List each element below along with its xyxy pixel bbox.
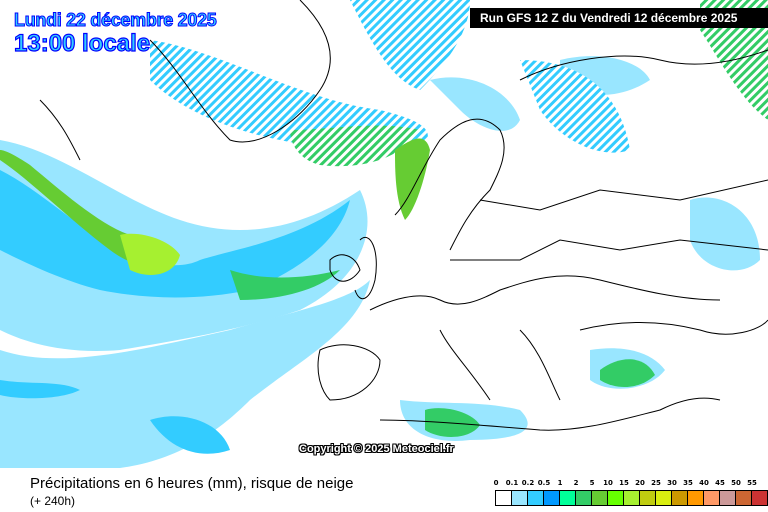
scale-label: 20 [635,479,645,487]
scale-swatch [512,491,528,505]
legend-title: Précipitations en 6 heures (mm), risque … [30,475,354,492]
scale-label: 55 [747,479,757,487]
legend-footer: Précipitations en 6 heures (mm), risque … [0,468,768,512]
scale-label: 1 [557,479,563,487]
scale-label: 0.5 [537,479,551,487]
scale-swatch [672,491,688,505]
scale-swatch [752,491,767,505]
scale-label: 35 [683,479,693,487]
scale-swatch [576,491,592,505]
scale-swatch [528,491,544,505]
scale-label: 0.1 [505,479,519,487]
scale-label: 40 [699,479,709,487]
scale-swatch [624,491,640,505]
scale-swatch [496,491,512,505]
scale-label: 45 [715,479,725,487]
model-run-banner: Run GFS 12 Z du Vendredi 12 décembre 202… [470,8,768,28]
scale-swatch [560,491,576,505]
copyright: Copyright © 2025 Meteociel.fr [299,443,454,455]
precip-heavy [0,138,655,437]
scale-swatch [608,491,624,505]
scale-label: 15 [619,479,629,487]
scale-swatch [592,491,608,505]
scale-swatch [656,491,672,505]
forecast-date: Lundi 22 décembre 2025 [14,10,218,31]
scale-swatch [720,491,736,505]
precipitation-map [0,0,768,468]
scale-label: 0 [493,479,499,487]
coastlines-borders [39,0,768,431]
color-scale [495,490,768,506]
scale-swatch [688,491,704,505]
scale-label: 2 [573,479,579,487]
scale-label: 10 [603,479,613,487]
precip-moderate [0,170,350,454]
scale-swatch [544,491,560,505]
scale-label: 5 [589,479,595,487]
color-scale-labels: 0 0.1 0.2 0.5 1 2 5 10 15 20 25 30 35 40 45 50 55 [493,479,765,489]
scale-label: 25 [651,479,661,487]
scale-label: 30 [667,479,677,487]
forecast-time: 13:00 locale [13,29,151,57]
scale-swatch [704,491,720,505]
legend-subtitle: (+ 240h) [30,494,76,508]
scale-label: 0.2 [521,479,535,487]
scale-swatch [640,491,656,505]
scale-label: 50 [731,479,741,487]
precip-light [0,56,760,468]
scale-swatch [736,491,752,505]
